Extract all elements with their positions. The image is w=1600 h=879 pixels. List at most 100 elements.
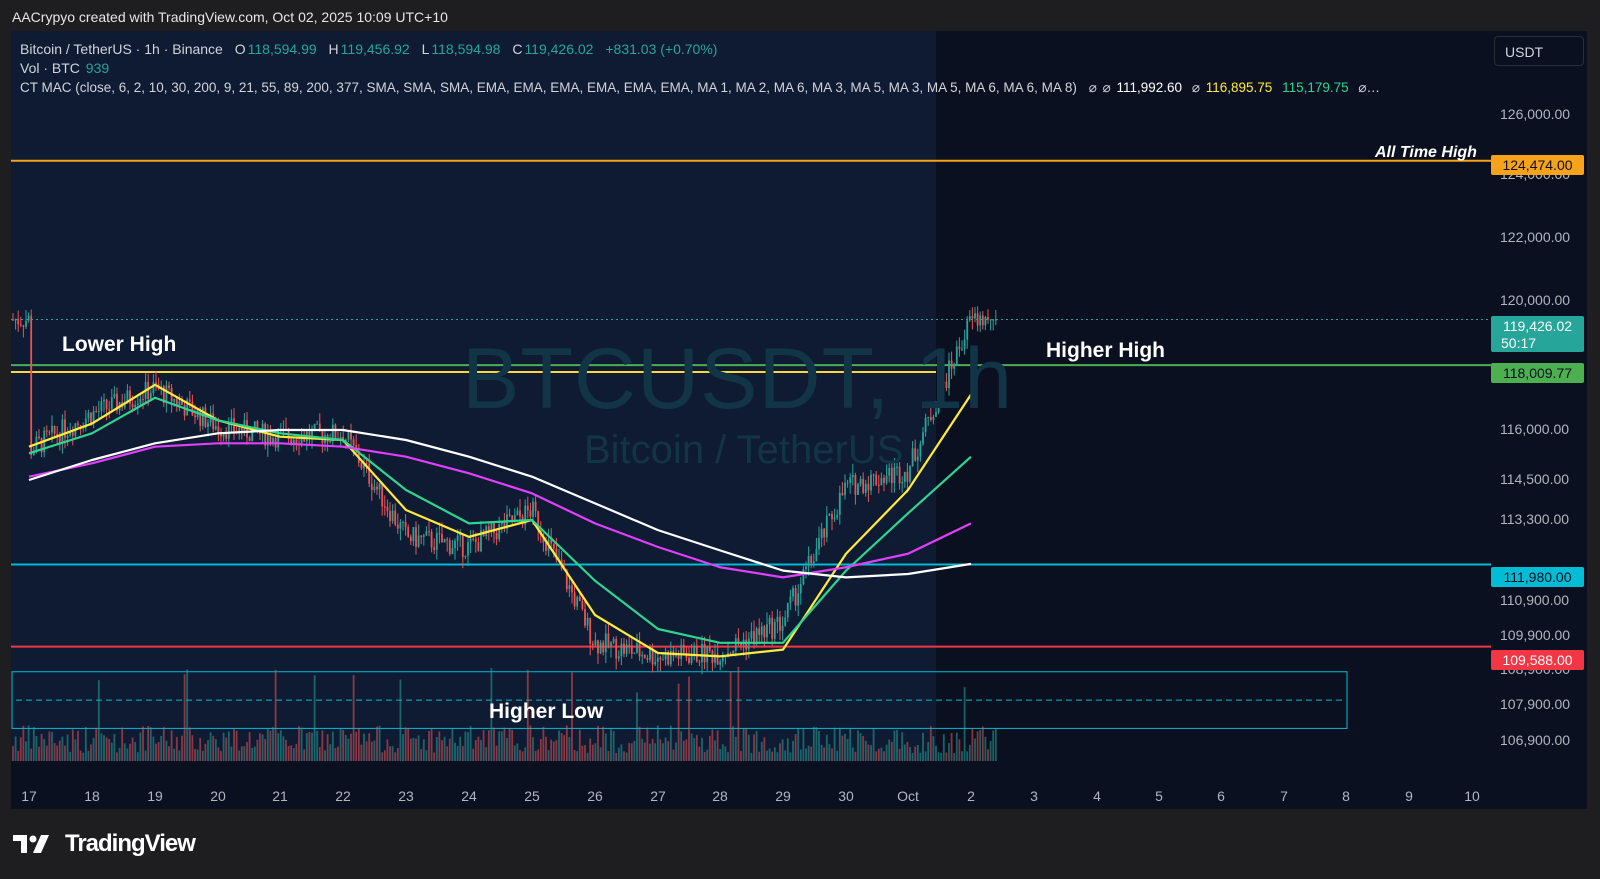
- volume-bar: [144, 750, 147, 761]
- volume-bar: [961, 751, 963, 761]
- volume-bar: [820, 744, 823, 761]
- bar-countdown: 50:17: [1501, 335, 1537, 351]
- candle-body: [828, 513, 831, 516]
- volume-bar: [706, 749, 709, 761]
- candle-body: [584, 609, 586, 626]
- volume-bar: [672, 749, 675, 761]
- volume-bar: [92, 737, 95, 761]
- candle-body: [867, 483, 870, 491]
- volume-bar: [633, 740, 636, 761]
- volume-label: Vol · BTC: [20, 60, 80, 76]
- volume-bar: [326, 734, 329, 761]
- higher-low-label: Higher Low: [489, 700, 604, 723]
- volume-bar: [186, 669, 189, 761]
- volume-bar: [490, 667, 493, 761]
- volume-bar: [456, 745, 459, 761]
- volume-bar: [131, 737, 134, 761]
- volume-bar: [641, 738, 644, 761]
- candle-body: [22, 325, 25, 327]
- candle-body: [768, 617, 771, 625]
- candle-body: [500, 522, 503, 525]
- volume-bar: [755, 730, 758, 761]
- close-value: 119,426.02: [524, 41, 594, 57]
- candle-body: [992, 319, 995, 321]
- chart-pane[interactable]: [11, 31, 1587, 809]
- price-chart[interactable]: [11, 31, 1587, 809]
- ma-line-ema-mid: [28, 396, 972, 644]
- candle-body: [95, 410, 98, 412]
- volume-bar: [194, 748, 196, 761]
- volume-bar: [750, 752, 753, 761]
- candle-body: [812, 561, 815, 564]
- volume-bar: [227, 731, 230, 761]
- candle-body: [40, 438, 43, 453]
- volume-legend[interactable]: Vol · BTC 939: [20, 60, 117, 76]
- volume-bar: [108, 738, 111, 761]
- volume-bar: [448, 738, 451, 761]
- volume-bar: [485, 747, 488, 761]
- currency-selector[interactable]: USDT: [1494, 36, 1584, 66]
- candle-body: [922, 432, 924, 444]
- time-tick-label: 27: [650, 788, 666, 804]
- volume-bar: [620, 744, 623, 761]
- candle-body: [404, 522, 407, 528]
- candle-body: [940, 383, 943, 399]
- candle-body: [693, 645, 696, 656]
- candle-body: [675, 654, 677, 657]
- candle-body: [630, 645, 633, 654]
- volume-value: 939: [85, 60, 110, 76]
- candle-body: [105, 399, 108, 410]
- volume-bar: [857, 730, 859, 761]
- empty-value-2: ⌀: [1102, 80, 1111, 95]
- candle-body: [924, 417, 927, 433]
- volume-bar: [906, 741, 909, 761]
- candle-body: [571, 585, 573, 593]
- candle-body: [589, 618, 592, 644]
- candle-body: [61, 419, 64, 444]
- indicator-legend[interactable]: CT MAC (close, 6, 2, 10, 30, 200, 9, 21,…: [20, 80, 1382, 96]
- volume-bar: [984, 736, 987, 761]
- tradingview-brand[interactable]: TradingView: [13, 830, 196, 858]
- volume-bar: [285, 739, 287, 761]
- volume-bar: [430, 728, 433, 761]
- candle-body: [446, 539, 449, 541]
- candle-body: [927, 417, 930, 419]
- volume-bar: [51, 732, 53, 761]
- volume-bar: [924, 751, 927, 761]
- candle-body: [633, 652, 636, 654]
- volume-bar: [911, 752, 914, 761]
- volume-bar: [888, 739, 891, 761]
- volume-bar: [363, 733, 365, 761]
- candle-body: [136, 403, 139, 406]
- volume-bar: [916, 744, 919, 761]
- candle-body: [989, 319, 992, 321]
- candle-body: [142, 399, 144, 401]
- volume-bar: [487, 730, 490, 761]
- candle-body: [729, 652, 732, 654]
- candle-body: [682, 644, 685, 653]
- candle-body: [753, 631, 755, 645]
- volume-bar: [893, 730, 896, 761]
- volume-bar: [560, 732, 563, 761]
- volume-bar: [404, 727, 407, 761]
- candle-body: [212, 413, 215, 430]
- time-tick-label: 17: [21, 788, 37, 804]
- history-shade: [11, 31, 936, 761]
- volume-bar: [776, 752, 779, 761]
- candle-body: [508, 514, 511, 516]
- candle-body: [90, 412, 92, 424]
- candle-body: [313, 423, 316, 430]
- candle-body: [903, 471, 906, 482]
- ma-line-ma-200: [28, 428, 972, 579]
- volume-bar: [610, 729, 612, 761]
- open-key: O: [234, 41, 246, 57]
- candle-body: [217, 426, 220, 434]
- symbol-title[interactable]: Bitcoin / TetherUS · 1h · Binance: [20, 41, 223, 57]
- volume-bar: [927, 741, 930, 761]
- volume-bar: [300, 727, 303, 761]
- candle-body: [290, 439, 293, 444]
- candle-body: [750, 631, 753, 639]
- candle-body: [794, 588, 797, 606]
- candle-body: [745, 639, 748, 650]
- price-tick-label: 116,000.00: [1500, 421, 1570, 437]
